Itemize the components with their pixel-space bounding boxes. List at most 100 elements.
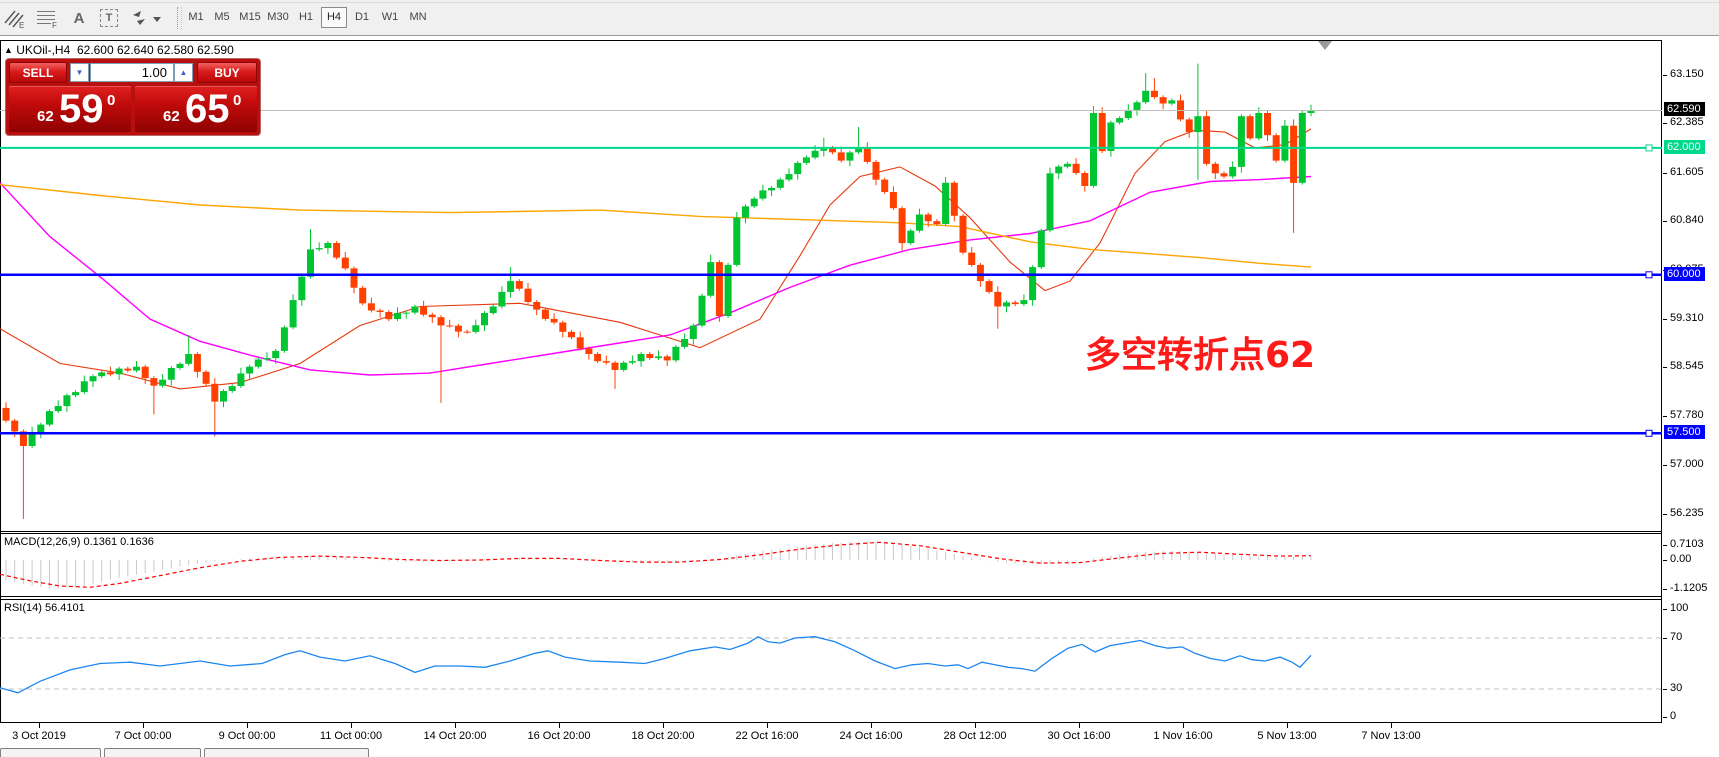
candle-body [350, 268, 358, 288]
equidistant-channel-icon[interactable]: E [2, 6, 28, 30]
time-axis-label: 24 Oct 16:00 [839, 730, 903, 742]
line-handle[interactable] [1645, 429, 1653, 437]
candle-body [159, 379, 167, 386]
time-axis-label: 9 Oct 00:00 [218, 730, 276, 742]
candle-body [898, 208, 906, 244]
time-axis[interactable]: 3 Oct 2019 7 Oct 00:00 9 Oct 00:00 11 Oct 0… [0, 723, 1662, 747]
candle-body [681, 339, 689, 347]
candle-body [924, 214, 932, 222]
chart-tab-1[interactable] [0, 748, 101, 757]
time-axis-label: 7 Oct 00:00 [114, 730, 172, 742]
arrows-tool-icon[interactable] [128, 6, 164, 30]
macd-tick-label: -1.1205 [1662, 582, 1708, 594]
time-axis-label: 16 Oct 20:00 [527, 730, 591, 742]
candle-body [167, 368, 175, 380]
candle-body [437, 317, 445, 326]
tab-timeframe-D1[interactable]: D1 [354, 11, 370, 23]
candle-body [1116, 118, 1124, 123]
bid-pips: 59 [59, 87, 104, 131]
candle-body [863, 147, 871, 162]
volume-decrease-button[interactable]: ▼ [70, 63, 89, 82]
ma-fast-red [0, 128, 1312, 390]
rsi-tick-label: 70 [1662, 631, 1683, 643]
candle-body [498, 291, 506, 307]
one-click-trading-widget: SELL ▼ ▲ BUY 62 59 0 62 65 0 [6, 59, 260, 135]
ask-point: 0 [233, 92, 242, 109]
text-tool-icon[interactable]: T [96, 6, 122, 30]
chart-tab-2[interactable] [104, 748, 201, 757]
bid-price-panel[interactable]: 62 59 0 [9, 86, 131, 132]
candle-body [785, 174, 793, 180]
candle-body [2, 407, 10, 421]
main-chart-plot[interactable] [0, 40, 1662, 531]
candle-body [150, 378, 158, 386]
candle-body [829, 147, 836, 153]
symbol-marker-icon: ▲ [4, 45, 13, 55]
time-axis-tick [351, 723, 352, 728]
tab-timeframe-MN[interactable]: MN [409, 11, 427, 23]
candle-body [1237, 116, 1245, 167]
price-tick-label: 63.150 [1663, 67, 1704, 80]
line-handle[interactable] [1645, 144, 1653, 152]
candle-body [837, 152, 845, 161]
rsi-tick-label: 0 [1662, 710, 1677, 722]
time-axis-label: 22 Oct 16:00 [735, 730, 799, 742]
tab-timeframe-W1[interactable]: W1 [381, 11, 399, 23]
candle-body [515, 281, 523, 289]
candle-body [28, 432, 36, 446]
candle-body [568, 331, 575, 338]
candle-body [698, 295, 706, 326]
candle-body [855, 147, 863, 153]
candle-body [1063, 163, 1071, 167]
ohlc-values: 62.600 62.640 62.580 62.590 [76, 43, 234, 57]
candle-body [846, 152, 854, 161]
time-axis-label: 14 Oct 20:00 [423, 730, 487, 742]
candle-body [46, 411, 53, 425]
text-label-icon[interactable]: A [73, 9, 85, 27]
ask-price-panel[interactable]: 62 65 0 [135, 86, 257, 132]
line-handle[interactable] [1645, 271, 1653, 279]
candle-body [1246, 116, 1254, 139]
candle-body [280, 327, 288, 351]
buy-button[interactable]: BUY [197, 62, 257, 83]
tab-timeframe-M15[interactable]: M15 [239, 11, 261, 23]
candle-body [1046, 173, 1054, 231]
volume-input[interactable] [90, 63, 174, 82]
candle-body [611, 362, 619, 370]
candle-body [394, 313, 401, 320]
price-badge-60.000: 60.000 [1664, 266, 1705, 281]
candle-body [637, 354, 645, 362]
price-axis[interactable]: 63.15062.38561.60560.84060.07559.31058.5… [1662, 40, 1719, 747]
price-badge-57.500: 57.500 [1664, 425, 1705, 440]
candle-body [1159, 97, 1167, 104]
candle-body [202, 371, 210, 384]
candle-body [246, 366, 254, 374]
ma-slow-orange [0, 184, 1312, 268]
candle-body [228, 386, 236, 391]
candle-body [454, 325, 462, 332]
fibonacci-retracement-icon[interactable]: F [34, 6, 60, 30]
tab-timeframe-H1[interactable]: H1 [298, 11, 314, 23]
price-tick-label: 60.840 [1663, 214, 1704, 227]
svg-text:E: E [19, 21, 24, 29]
candle-body [1255, 113, 1263, 139]
sell-button[interactable]: SELL [9, 62, 67, 83]
time-axis-label: 1 Nov 16:00 [1153, 730, 1213, 742]
rsi-plot[interactable] [0, 599, 1662, 723]
tab-timeframe-M5[interactable]: M5 [214, 11, 230, 23]
volume-increase-button[interactable]: ▲ [174, 63, 193, 82]
candle-body [19, 431, 27, 446]
chart-tab-3[interactable] [204, 748, 369, 757]
bid-point: 0 [107, 92, 116, 109]
candle-body [1098, 113, 1106, 152]
rsi-panel [0, 599, 1662, 723]
tab-timeframe-M30[interactable]: M30 [267, 11, 289, 23]
candle-body [72, 392, 80, 396]
tab-timeframe-M1[interactable]: M1 [188, 11, 204, 23]
price-tick-label: 57.000 [1663, 458, 1704, 471]
macd-plot[interactable] [0, 533, 1662, 597]
tab-timeframe-H4[interactable]: H4 [321, 7, 347, 28]
chart-shift-marker-icon[interactable] [1318, 41, 1332, 50]
candle-body [1177, 100, 1184, 120]
candle-body [655, 356, 662, 359]
